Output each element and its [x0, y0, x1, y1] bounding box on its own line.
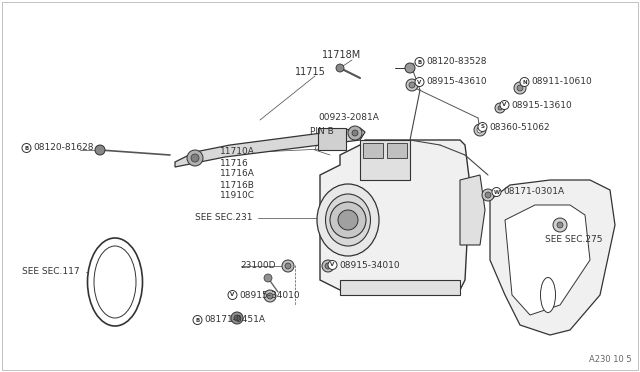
Text: PIN B: PIN B: [310, 128, 333, 137]
Circle shape: [193, 315, 202, 324]
Text: V: V: [502, 103, 507, 108]
Text: V: V: [330, 263, 335, 267]
Circle shape: [406, 79, 418, 91]
Text: 00923-2081A: 00923-2081A: [318, 112, 379, 122]
Text: 11716: 11716: [220, 158, 249, 167]
Circle shape: [234, 315, 240, 321]
Ellipse shape: [94, 246, 136, 318]
Text: 23100D: 23100D: [240, 260, 275, 269]
Text: 11716A: 11716A: [220, 170, 255, 179]
Text: 08915-34010: 08915-34010: [239, 291, 300, 299]
Circle shape: [498, 106, 502, 110]
Text: B: B: [417, 60, 422, 64]
Circle shape: [330, 202, 366, 238]
Circle shape: [500, 100, 509, 109]
Text: SEE SEC.231: SEE SEC.231: [195, 214, 253, 222]
Circle shape: [285, 263, 291, 269]
Ellipse shape: [317, 184, 379, 256]
Ellipse shape: [326, 194, 371, 246]
Circle shape: [322, 260, 334, 272]
Circle shape: [267, 293, 273, 299]
Circle shape: [415, 77, 424, 87]
Text: 08911-10610: 08911-10610: [531, 77, 592, 87]
Circle shape: [325, 263, 331, 269]
Circle shape: [187, 150, 203, 166]
Circle shape: [477, 127, 483, 133]
Text: V: V: [417, 80, 422, 84]
Circle shape: [352, 130, 358, 136]
Polygon shape: [340, 280, 460, 295]
Circle shape: [282, 260, 294, 272]
Circle shape: [95, 145, 105, 155]
Bar: [360, 140, 410, 180]
Circle shape: [415, 58, 424, 67]
Text: N: N: [522, 80, 527, 84]
Circle shape: [336, 64, 344, 72]
Polygon shape: [320, 140, 470, 290]
Text: 11715: 11715: [295, 67, 326, 77]
Circle shape: [495, 103, 505, 113]
Circle shape: [478, 122, 487, 131]
Text: 11716B: 11716B: [220, 180, 255, 189]
Circle shape: [228, 291, 237, 299]
Circle shape: [557, 222, 563, 228]
Text: 08915-34010: 08915-34010: [339, 260, 399, 269]
Text: 08171-0301A: 08171-0301A: [503, 187, 564, 196]
Text: A230 10 5: A230 10 5: [589, 355, 632, 364]
Circle shape: [338, 210, 358, 230]
Text: 08360-51062: 08360-51062: [489, 122, 550, 131]
Polygon shape: [460, 175, 485, 245]
Text: W: W: [493, 189, 500, 195]
Circle shape: [492, 187, 501, 196]
Circle shape: [517, 85, 523, 91]
Circle shape: [482, 189, 494, 201]
Circle shape: [191, 154, 199, 162]
Polygon shape: [490, 180, 615, 335]
Ellipse shape: [88, 238, 143, 326]
Text: V: V: [230, 292, 235, 298]
Circle shape: [553, 218, 567, 232]
Circle shape: [474, 124, 486, 136]
Text: S: S: [481, 125, 484, 129]
Text: B: B: [195, 317, 200, 323]
Circle shape: [485, 192, 491, 198]
Circle shape: [405, 63, 415, 73]
Text: 08120-83528: 08120-83528: [426, 58, 486, 67]
Polygon shape: [505, 205, 590, 315]
Circle shape: [328, 260, 337, 269]
Bar: [318, 128, 346, 150]
Bar: [363, 143, 383, 158]
Text: 08120-81628: 08120-81628: [33, 144, 93, 153]
Circle shape: [409, 82, 415, 88]
Text: 11910C: 11910C: [220, 192, 255, 201]
Circle shape: [22, 144, 31, 153]
Polygon shape: [175, 128, 365, 167]
Text: SEE SEC.117: SEE SEC.117: [22, 267, 79, 276]
Text: 08171-0451A: 08171-0451A: [204, 315, 265, 324]
Text: 08915-43610: 08915-43610: [426, 77, 486, 87]
Text: B: B: [24, 145, 29, 151]
Text: 08915-13610: 08915-13610: [511, 100, 572, 109]
Text: 11718M: 11718M: [322, 50, 361, 60]
Circle shape: [264, 290, 276, 302]
Circle shape: [514, 82, 526, 94]
Circle shape: [348, 126, 362, 140]
Circle shape: [520, 77, 529, 87]
Bar: [387, 143, 407, 158]
Text: SEE SEC.275: SEE SEC.275: [545, 235, 602, 244]
Circle shape: [264, 274, 272, 282]
Circle shape: [231, 312, 243, 324]
Text: 11710A: 11710A: [220, 148, 255, 157]
Ellipse shape: [541, 278, 556, 312]
